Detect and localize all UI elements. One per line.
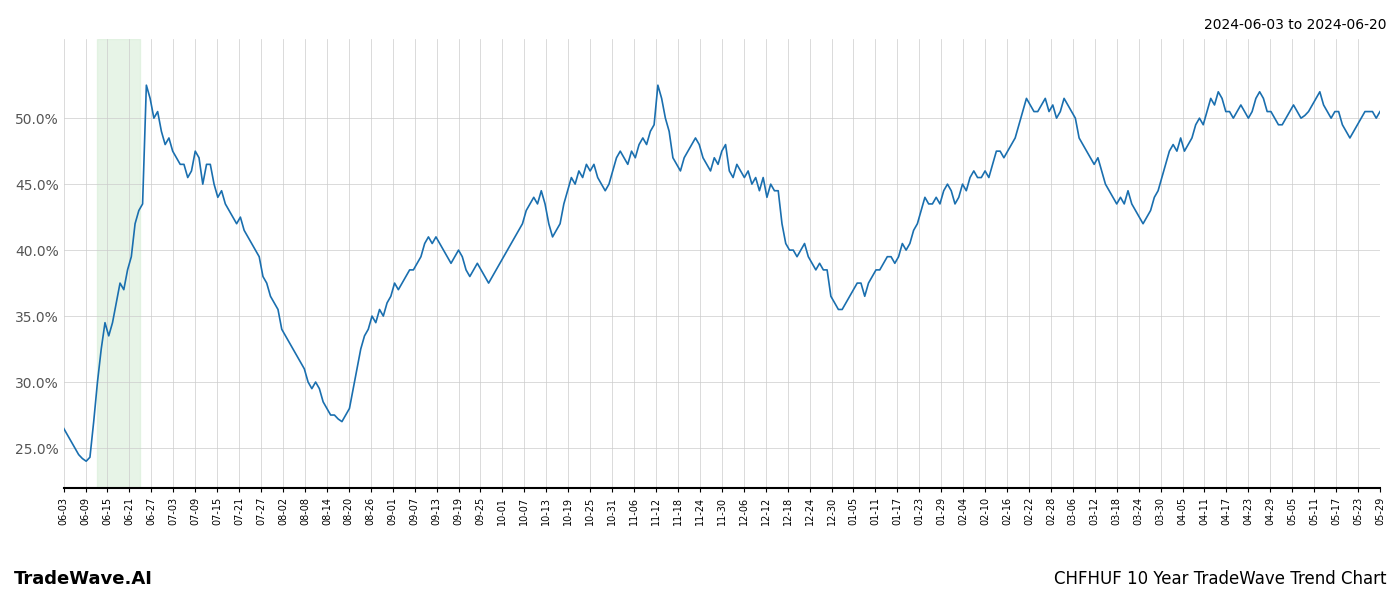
- Text: 2024-06-03 to 2024-06-20: 2024-06-03 to 2024-06-20: [1204, 18, 1386, 32]
- Text: TradeWave.AI: TradeWave.AI: [14, 570, 153, 588]
- Bar: [97, 39, 140, 488]
- Text: CHFHUF 10 Year TradeWave Trend Chart: CHFHUF 10 Year TradeWave Trend Chart: [1053, 570, 1386, 588]
